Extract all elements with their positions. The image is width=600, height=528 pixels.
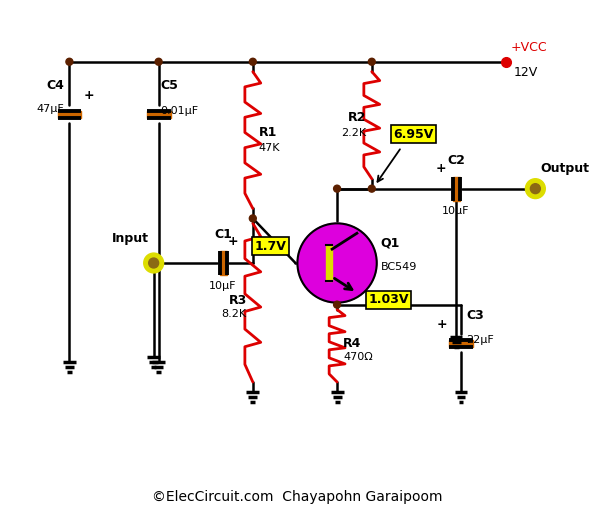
Text: C1: C1: [214, 228, 232, 241]
Text: 10µF: 10µF: [209, 281, 237, 291]
Text: C4: C4: [47, 80, 64, 92]
Text: C2: C2: [447, 154, 465, 167]
Circle shape: [368, 185, 375, 192]
Circle shape: [144, 253, 164, 273]
Text: 22µF: 22µF: [466, 335, 494, 345]
Text: C3: C3: [466, 308, 484, 322]
Text: +: +: [83, 89, 94, 102]
Bar: [452, 177, 460, 201]
Text: 47K: 47K: [259, 143, 280, 153]
Text: BC549: BC549: [381, 262, 417, 272]
Circle shape: [526, 179, 545, 199]
Text: 10µF: 10µF: [442, 206, 470, 216]
Circle shape: [334, 185, 341, 192]
Text: C5: C5: [161, 80, 178, 92]
Text: 0.01µF: 0.01µF: [161, 106, 199, 116]
Circle shape: [250, 58, 256, 65]
Text: 2.2K: 2.2K: [341, 128, 366, 138]
Circle shape: [334, 301, 341, 308]
Text: 470Ω: 470Ω: [343, 352, 373, 362]
Circle shape: [149, 258, 158, 268]
Circle shape: [66, 58, 73, 65]
Text: Input: Input: [112, 232, 149, 245]
Text: R2: R2: [347, 111, 366, 124]
Bar: [58, 111, 81, 118]
Text: 6.95V: 6.95V: [393, 128, 434, 140]
Bar: [220, 251, 227, 275]
Text: +: +: [228, 235, 239, 248]
Text: Q1: Q1: [381, 236, 400, 249]
Bar: [449, 340, 473, 347]
Text: 12V: 12V: [514, 65, 538, 79]
Bar: [147, 111, 170, 118]
Text: +: +: [436, 162, 446, 175]
Text: R3: R3: [229, 294, 247, 307]
Circle shape: [368, 58, 375, 65]
Circle shape: [530, 184, 541, 194]
Text: 1.03V: 1.03V: [368, 293, 409, 306]
Text: 8.2K: 8.2K: [222, 309, 247, 319]
Text: ©ElecCircuit.com  Chayapohn Garaipoom: ©ElecCircuit.com Chayapohn Garaipoom: [152, 490, 443, 504]
Bar: [326, 245, 332, 281]
Text: +VCC: +VCC: [511, 41, 547, 54]
Text: +: +: [437, 318, 447, 332]
Text: R4: R4: [343, 337, 361, 350]
Text: 47µF: 47µF: [37, 105, 64, 115]
Circle shape: [298, 223, 377, 303]
Text: 1.7V: 1.7V: [255, 240, 287, 253]
Circle shape: [155, 58, 162, 65]
Text: Output: Output: [541, 162, 589, 175]
Circle shape: [250, 215, 256, 222]
Text: R1: R1: [259, 126, 277, 139]
